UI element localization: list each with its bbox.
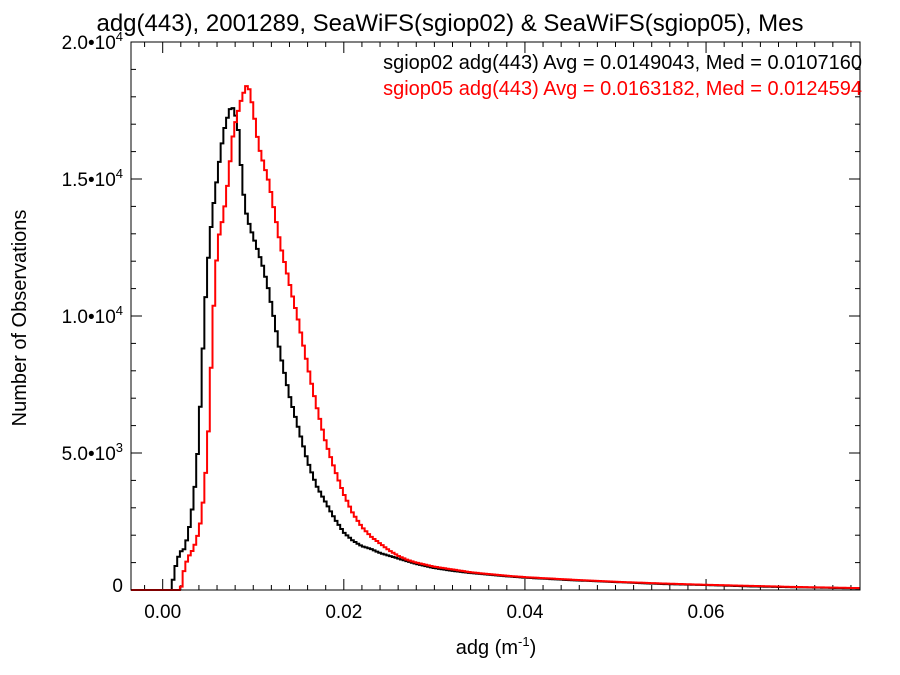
y-tick-label-3: 1.5•104 xyxy=(62,166,123,191)
legend: sgiop02 adg(443) Avg = 0.0149043, Med = … xyxy=(383,52,862,100)
y-axis-title-group: Number of Observations xyxy=(9,210,31,427)
y-tick-label-base-0: 0 xyxy=(112,576,123,597)
y-tick-label-base-4: 2.0•10 xyxy=(62,33,116,54)
y-tick-label-sup-2: 4 xyxy=(116,303,123,318)
y-tick-label-sup-1: 3 xyxy=(116,440,123,455)
x-tick-label-0: 0.00 xyxy=(144,602,181,623)
axis-ticks: 0.00 0.02 0.04 0.0605.0•1031.0•1041.5•1042.… xyxy=(62,29,860,623)
y-tick-label-sup-4: 4 xyxy=(116,29,123,44)
y-tick-label-base-2: 1.0•10 xyxy=(62,307,116,328)
x-axis-title: adg (m-1) xyxy=(456,634,536,659)
legend-entry-0: sgiop02 adg(443) Avg = 0.0149043, Med = … xyxy=(383,52,862,74)
x-tick-label-3: 0.06 xyxy=(688,602,725,623)
chart-title: adg(443), 2001289, SeaWiFS(sgiop02) & Se… xyxy=(96,10,803,37)
y-tick-label-1: 5.0•103 xyxy=(62,440,123,465)
y-tick-label-0: 0 xyxy=(112,576,123,597)
plot-frame xyxy=(130,41,861,591)
y-tick-label-sup-3: 4 xyxy=(116,166,123,181)
y-axis-title: Number of Observations xyxy=(9,210,31,427)
x-tick-label-2: 0.04 xyxy=(506,602,543,623)
x-axis-title-sup: -1 xyxy=(518,634,530,649)
series-line-1 xyxy=(131,85,861,591)
x-axis-title-base: adg (m xyxy=(456,637,518,659)
series-layer xyxy=(131,85,861,591)
y-tick-label-base-3: 1.5•10 xyxy=(62,170,116,191)
y-tick-label-base-1: 5.0•10 xyxy=(62,444,116,465)
y-tick-label-2: 1.0•104 xyxy=(62,303,123,328)
legend-entry-1: sgiop05 adg(443) Avg = 0.0163182, Med = … xyxy=(383,78,862,100)
y-tick-label-4: 2.0•104 xyxy=(62,29,123,54)
x-tick-label-1: 0.02 xyxy=(325,602,362,623)
x-axis-title-close: ) xyxy=(530,637,537,659)
